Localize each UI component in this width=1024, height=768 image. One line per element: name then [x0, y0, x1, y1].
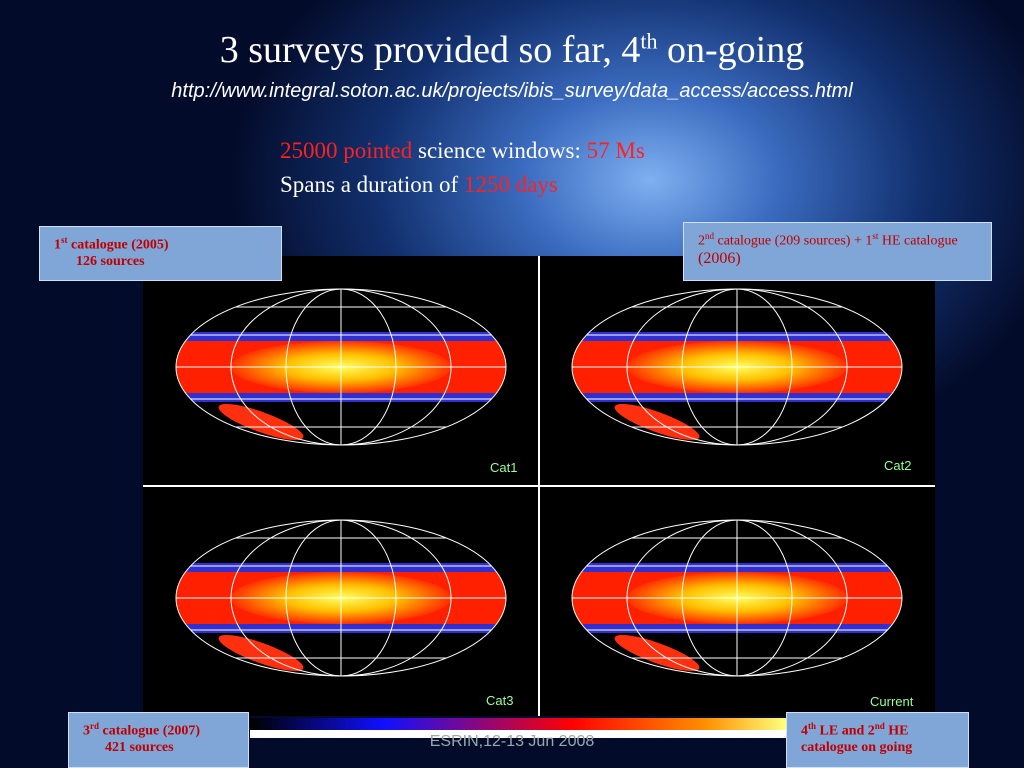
sup: st	[872, 231, 879, 241]
highlight: 57 Ms	[586, 138, 645, 163]
text: catalogue (209 sources) + 1	[714, 233, 873, 249]
colorbar	[250, 718, 786, 730]
colorbar-base	[250, 730, 786, 738]
text: catalogue (2007)	[99, 723, 201, 739]
catalogue-box: 4th LE and 2nd HE catalogue on going	[786, 712, 969, 768]
footer: ESRIN,12-13 Jun 2008	[429, 733, 595, 750]
map-label: Cat3	[486, 693, 513, 708]
highlight: 25000 pointed	[280, 138, 413, 163]
text: HE catalogue on going	[801, 723, 913, 755]
sup: nd	[705, 231, 714, 241]
text: Spans a duration of	[280, 172, 464, 197]
text: 1	[54, 237, 61, 253]
sky-map	[176, 520, 506, 678]
sup: nd	[874, 721, 885, 731]
map-label: Cat1	[490, 460, 517, 475]
sup: th	[808, 721, 817, 731]
summary-line: 25000 pointed science windows: 57 Ms	[280, 138, 645, 164]
sky-map	[572, 289, 902, 447]
catalogue-box: 1st catalogue (2005) 126 sources	[39, 226, 282, 281]
map-label: Cat2	[884, 458, 911, 473]
sky-map	[572, 520, 902, 678]
sky-map	[176, 289, 506, 447]
summary-line: Spans a duration of 1250 days	[280, 172, 558, 198]
catalogue-box: 2nd catalogue (209 sources) + 1st HE cat…	[683, 222, 992, 281]
text: 3	[83, 723, 90, 739]
title-sup: th	[640, 28, 658, 54]
text: 421 sources	[105, 739, 174, 755]
highlight: 1250 days	[463, 172, 558, 197]
text: 4	[801, 723, 808, 739]
title-text: on-going	[657, 29, 805, 71]
sup: rd	[90, 721, 99, 731]
text: catalogue (2005)	[67, 237, 169, 253]
catalogue-box: 3rd catalogue (2007) 421 sources	[68, 712, 249, 768]
url: http://www.integral.soton.ac.uk/projects…	[171, 80, 853, 102]
title: 3 surveys provided so far, 4th on-going	[0, 28, 1024, 72]
text: (2006)	[698, 249, 741, 267]
sup: st	[61, 235, 68, 245]
map-label: Current	[870, 694, 914, 709]
text: LE and 2	[816, 723, 875, 739]
title-text: 3 surveys provided so far, 4	[219, 29, 641, 71]
text: 126 sources	[76, 253, 145, 269]
text: science windows:	[412, 138, 587, 163]
text: HE catalogue	[878, 233, 962, 249]
text: 2	[698, 233, 705, 249]
